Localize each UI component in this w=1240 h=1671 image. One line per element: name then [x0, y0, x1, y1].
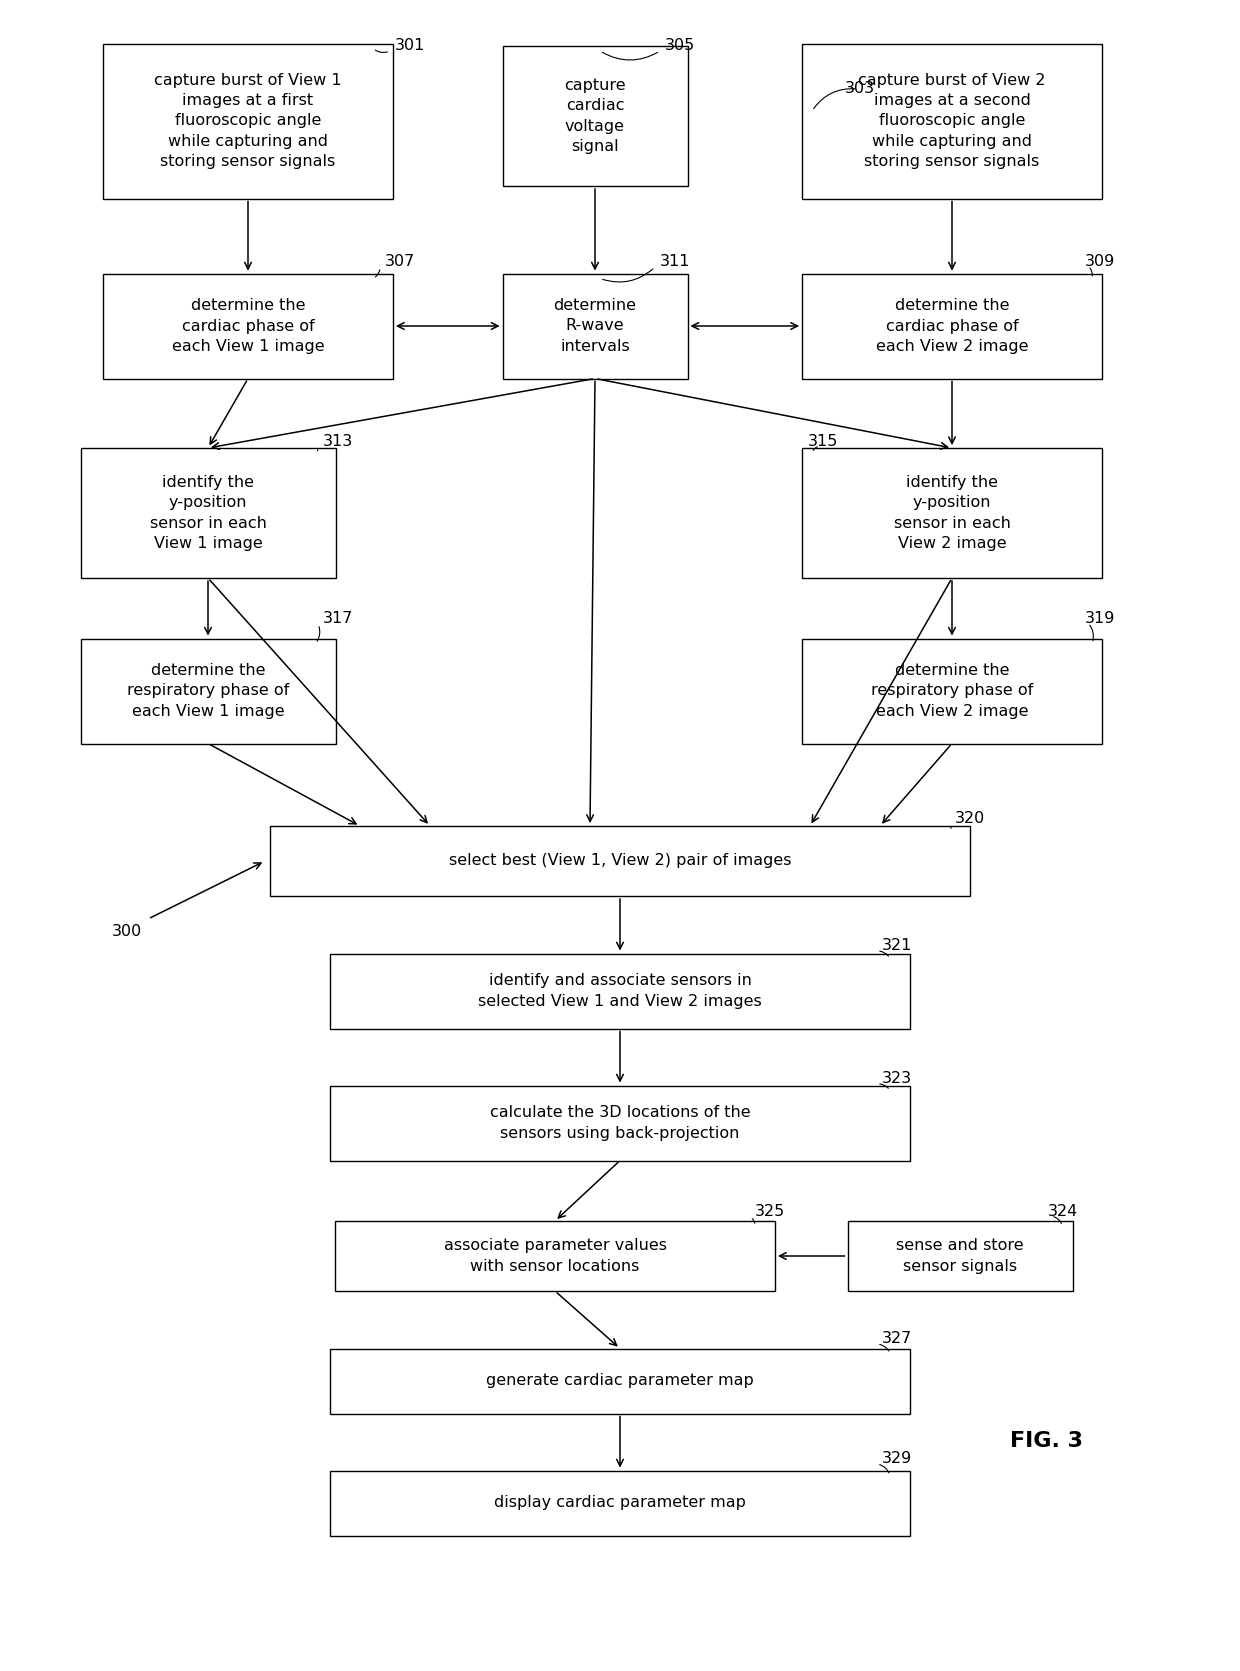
Text: display cardiac parameter map: display cardiac parameter map: [494, 1496, 746, 1511]
Text: determine
R-wave
intervals: determine R-wave intervals: [553, 297, 636, 354]
Text: generate cardiac parameter map: generate cardiac parameter map: [486, 1374, 754, 1389]
Text: calculate the 3D locations of the
sensors using back-projection: calculate the 3D locations of the sensor…: [490, 1105, 750, 1141]
Text: 317: 317: [322, 612, 353, 627]
Text: capture burst of View 1
images at a first
fluoroscopic angle
while capturing and: capture burst of View 1 images at a firs…: [154, 74, 342, 169]
FancyBboxPatch shape: [802, 448, 1102, 578]
FancyBboxPatch shape: [330, 1086, 910, 1160]
Text: 300: 300: [112, 924, 143, 939]
Text: determine the
respiratory phase of
each View 2 image: determine the respiratory phase of each …: [870, 663, 1033, 719]
Text: capture
cardiac
voltage
signal: capture cardiac voltage signal: [564, 79, 626, 154]
Text: 319: 319: [1085, 612, 1115, 627]
Text: 301: 301: [396, 38, 425, 53]
FancyBboxPatch shape: [330, 954, 910, 1028]
Text: 309: 309: [1085, 254, 1115, 269]
Text: determine the
respiratory phase of
each View 1 image: determine the respiratory phase of each …: [126, 663, 289, 719]
Text: sense and store
sensor signals: sense and store sensor signals: [897, 1238, 1024, 1273]
FancyBboxPatch shape: [103, 43, 393, 199]
FancyBboxPatch shape: [502, 47, 687, 185]
Text: 303: 303: [844, 80, 875, 95]
Text: select best (View 1, View 2) pair of images: select best (View 1, View 2) pair of ima…: [449, 854, 791, 869]
Text: 329: 329: [882, 1450, 913, 1465]
FancyBboxPatch shape: [335, 1222, 775, 1292]
Text: determine the
cardiac phase of
each View 2 image: determine the cardiac phase of each View…: [875, 297, 1028, 354]
FancyBboxPatch shape: [802, 638, 1102, 744]
Text: 327: 327: [882, 1332, 913, 1347]
Text: 325: 325: [755, 1205, 785, 1220]
Text: 311: 311: [660, 254, 691, 269]
FancyBboxPatch shape: [270, 825, 970, 896]
FancyBboxPatch shape: [81, 638, 336, 744]
Text: 320: 320: [955, 810, 986, 825]
FancyBboxPatch shape: [502, 274, 687, 379]
FancyBboxPatch shape: [802, 43, 1102, 199]
FancyBboxPatch shape: [103, 274, 393, 379]
FancyBboxPatch shape: [847, 1222, 1073, 1292]
Text: 323: 323: [882, 1071, 913, 1086]
Text: identify and associate sensors in
selected View 1 and View 2 images: identify and associate sensors in select…: [479, 973, 761, 1009]
Text: FIG. 3: FIG. 3: [1011, 1430, 1083, 1450]
FancyBboxPatch shape: [802, 274, 1102, 379]
Text: 321: 321: [882, 937, 913, 952]
Text: 307: 307: [384, 254, 415, 269]
Text: 324: 324: [1048, 1205, 1079, 1220]
FancyBboxPatch shape: [330, 1348, 910, 1414]
FancyBboxPatch shape: [330, 1470, 910, 1536]
FancyBboxPatch shape: [81, 448, 336, 578]
Text: 315: 315: [808, 434, 838, 449]
Text: identify the
y-position
sensor in each
View 2 image: identify the y-position sensor in each V…: [894, 475, 1011, 551]
Text: 313: 313: [322, 434, 353, 449]
Text: determine the
cardiac phase of
each View 1 image: determine the cardiac phase of each View…: [171, 297, 325, 354]
Text: 305: 305: [665, 38, 696, 53]
Text: associate parameter values
with sensor locations: associate parameter values with sensor l…: [444, 1238, 667, 1273]
Text: identify the
y-position
sensor in each
View 1 image: identify the y-position sensor in each V…: [150, 475, 267, 551]
Text: capture burst of View 2
images at a second
fluoroscopic angle
while capturing an: capture burst of View 2 images at a seco…: [858, 74, 1045, 169]
